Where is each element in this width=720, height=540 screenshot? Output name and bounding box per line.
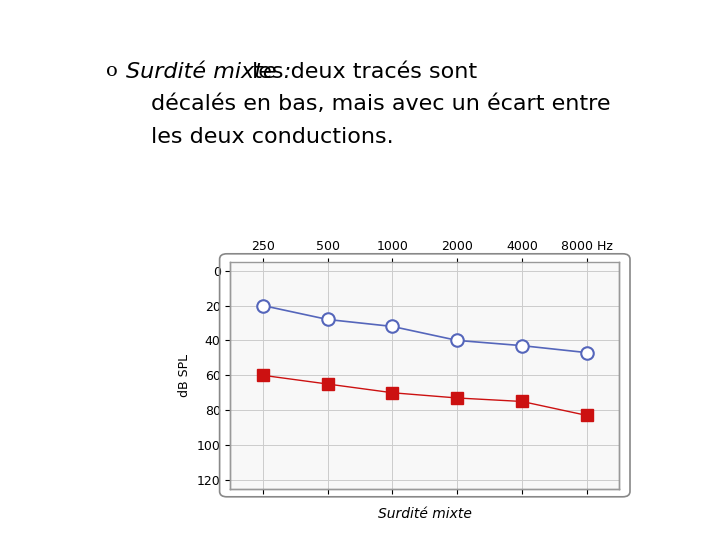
Y-axis label: dB SPL: dB SPL [179,354,192,397]
Text: décalés en bas, mais avec un écart entre: décalés en bas, mais avec un écart entre [151,94,611,114]
Text: les deux tracés sont: les deux tracés sont [252,62,477,82]
X-axis label: Surdité mixte: Surdité mixte [378,507,472,521]
Text: Surdité mixte :: Surdité mixte : [126,62,298,82]
Text: les deux conductions.: les deux conductions. [151,127,394,147]
Text: o: o [106,62,117,80]
